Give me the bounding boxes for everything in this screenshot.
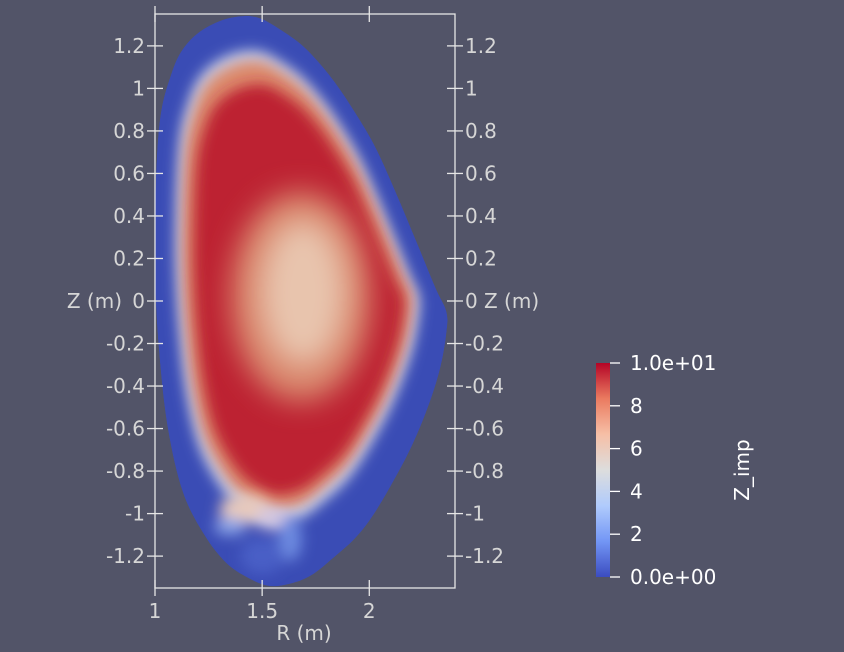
y-tick-label-left: -1 — [125, 502, 145, 526]
y-tick-label-right: -0.8 — [465, 459, 504, 483]
y-axis-right-title: Z (m) — [484, 289, 539, 313]
x-tick-label: 1 — [149, 599, 162, 623]
y-tick-label-left: 0.8 — [113, 119, 145, 143]
y-tick-label-right: 0 — [465, 289, 478, 313]
x-axis-title: R (m) — [276, 621, 331, 645]
colorbar-gradient — [596, 363, 610, 577]
y-tick-label-right: 0.4 — [465, 204, 497, 228]
colorbar-tick-label: 8 — [630, 394, 643, 418]
colorbar-tick-label: 2 — [630, 522, 643, 546]
y-tick-label-left: 1 — [132, 76, 145, 100]
divertor-blob — [240, 538, 285, 575]
divertor-features — [214, 495, 302, 575]
y-tick-label-left: -0.2 — [106, 332, 145, 356]
divertor-blob — [214, 517, 246, 536]
y-axis-right-ticks: 1.2 1 0.8 0.6 0.4 0.2 0 -0.2 -0.4 -0.6 -0.8 -1 -1.2 — [447, 34, 504, 568]
colorbar-tick-label: 4 — [630, 479, 643, 503]
y-tick-label-right: 0.8 — [465, 119, 497, 143]
colorbar-tick-label: 1.0e+01 — [630, 351, 716, 375]
colorbar-title: Z_imp — [730, 439, 754, 500]
colorbar: 1.0e+01 8 6 4 2 0.0e+00 Z_imp — [596, 351, 754, 589]
x-tick-label: 1.5 — [246, 599, 278, 623]
y-tick-label-left: -1.2 — [106, 544, 145, 568]
divertor-blob — [278, 517, 302, 562]
x-tick-label: 2 — [363, 599, 376, 623]
y-tick-label-right: 1.2 — [465, 34, 497, 58]
y-tick-label-right: 0.2 — [465, 246, 497, 270]
impurity-field — [154, 16, 448, 587]
y-tick-label-right: -0.6 — [465, 417, 504, 441]
y-tick-label-left: 0.6 — [113, 161, 145, 185]
y-tick-label-left: -0.4 — [106, 374, 145, 398]
y-tick-label-right: 0.6 — [465, 161, 497, 185]
y-tick-label-right: -0.4 — [465, 374, 504, 398]
colorbar-tick-label: 6 — [630, 437, 643, 461]
x-axis-ticks: 1 1.5 2 — [149, 6, 376, 623]
y-tick-label-left: -0.8 — [106, 459, 145, 483]
y-tick-label-left: 0.2 — [113, 246, 145, 270]
field-core — [260, 220, 345, 365]
y-tick-label-right: -1 — [465, 502, 485, 526]
y-tick-label-right: -1.2 — [465, 544, 504, 568]
y-axis-left-title: Z (m) — [67, 289, 122, 313]
y-tick-label-right: -0.2 — [465, 332, 504, 356]
y-axis-left-ticks: 1.2 1 0.8 0.6 0.4 0.2 0 -0.2 -0.4 -0.6 -0.8 -1 -1.2 — [106, 34, 163, 568]
y-tick-label-right: 1 — [465, 76, 478, 100]
y-tick-label-left: -0.6 — [106, 417, 145, 441]
y-tick-label-left: 0.4 — [113, 204, 145, 228]
y-tick-label-left: 1.2 — [113, 34, 145, 58]
colorbar-ticks: 1.0e+01 8 6 4 2 0.0e+00 — [610, 351, 716, 589]
colorbar-tick-label: 0.0e+00 — [630, 565, 716, 589]
divertor-blob — [254, 507, 291, 528]
y-tick-label-left: 0 — [132, 289, 145, 313]
